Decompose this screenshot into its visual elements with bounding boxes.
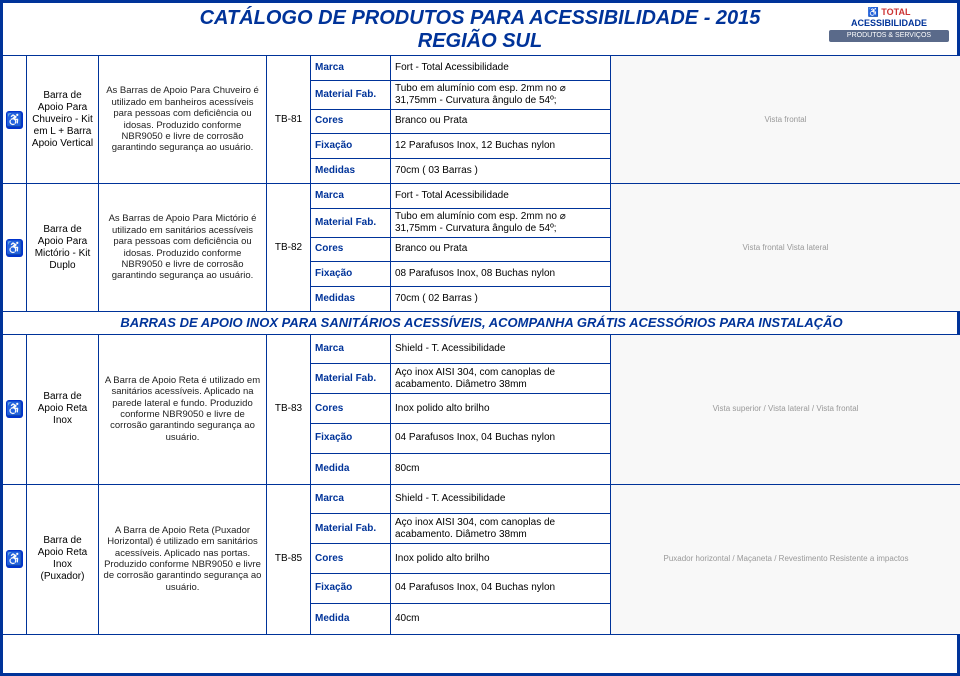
spec-fixacao-label: Fixação	[311, 134, 391, 159]
wheelchair-icon-cell: ♿	[3, 184, 27, 312]
technical-drawing: Vista superior / Vista lateral / Vista f…	[611, 335, 960, 485]
wheelchair-icon: ♿	[6, 239, 23, 257]
spec-marca-label: Marca	[311, 485, 391, 515]
product-table: ♿Barra de Apoio Para Chuveiro - Kit em L…	[3, 55, 957, 635]
spec-marca-value: Fort - Total Acessibilidade	[391, 184, 611, 209]
product-code: TB-83	[267, 335, 311, 485]
brand-logo: ♿ TOTAL ACESSIBILIDADE PRODUTOS & SERVIÇ…	[829, 7, 949, 42]
spec-material-label: Material Fab.	[311, 364, 391, 394]
spec-marca-value: Fort - Total Acessibilidade	[391, 56, 611, 81]
wheelchair-icon-cell: ♿	[3, 335, 27, 485]
product-code: TB-81	[267, 56, 311, 184]
specs-block: MarcaShield - T. AcessibilidadeMaterial …	[311, 335, 611, 485]
wheelchair-icon: ♿	[6, 111, 23, 129]
spec-cores-value: Inox polido alto brilho	[391, 394, 611, 424]
wheelchair-icon-cell: ♿	[3, 56, 27, 184]
technical-drawing: Vista frontal	[611, 56, 960, 184]
spec-cores-value: Branco ou Prata	[391, 238, 611, 263]
spec-material-value: Aço inox AISI 304, com canoplas de acaba…	[391, 364, 611, 394]
spec-fixacao-value: 04 Parafusos Inox, 04 Buchas nylon	[391, 424, 611, 454]
product-description: As Barras de Apoio Para Mictório é utili…	[99, 184, 267, 312]
drawing-caption: Vista frontal	[764, 115, 806, 125]
header-title-line1: CATÁLOGO DE PRODUTOS PARA ACESSIBILIDADE…	[3, 7, 957, 30]
spec-fixacao-label: Fixação	[311, 424, 391, 454]
product-code: TB-82	[267, 184, 311, 312]
spec-fixacao-label: Fixação	[311, 574, 391, 604]
product-name: Barra de Apoio Para Mictório - Kit Duplo	[27, 184, 99, 312]
spec-fixacao-value: 12 Parafusos Inox, 12 Buchas nylon	[391, 134, 611, 159]
spec-material-label: Material Fab.	[311, 81, 391, 110]
spec-material-value: Aço inox AISI 304, com canoplas de acaba…	[391, 514, 611, 544]
spec-medidas-label: Medida	[311, 454, 391, 484]
spec-medidas-label: Medidas	[311, 159, 391, 184]
section-banner: BARRAS DE APOIO INOX PARA SANITÁRIOS ACE…	[3, 312, 960, 335]
header-title-line2: REGIÃO SUL	[3, 30, 957, 53]
wheelchair-icon: ♿	[6, 550, 23, 568]
spec-material-label: Material Fab.	[311, 209, 391, 238]
spec-material-label: Material Fab.	[311, 514, 391, 544]
spec-medidas-value: 80cm	[391, 454, 611, 484]
logo-badge: PRODUTOS & SERVIÇOS	[829, 30, 949, 42]
logo-text1: TOTAL	[881, 7, 910, 17]
wheelchair-icon-cell: ♿	[3, 485, 27, 635]
drawing-caption: Vista frontal Vista lateral	[743, 243, 829, 253]
product-description: A Barra de Apoio Reta (Puxador Horizonta…	[99, 485, 267, 635]
spec-marca-value: Shield - T. Acessibilidade	[391, 485, 611, 515]
spec-cores-value: Inox polido alto brilho	[391, 544, 611, 574]
logo-text2: ACESSIBILIDADE	[851, 18, 927, 28]
catalog-frame: CATÁLOGO DE PRODUTOS PARA ACESSIBILIDADE…	[0, 0, 960, 676]
product-description: As Barras de Apoio Para Chuveiro é utili…	[99, 56, 267, 184]
spec-medidas-label: Medida	[311, 604, 391, 634]
spec-medidas-value: 70cm ( 02 Barras )	[391, 287, 611, 312]
spec-medidas-value: 70cm ( 03 Barras )	[391, 159, 611, 184]
specs-block: MarcaFort - Total AcessibilidadeMaterial…	[311, 184, 611, 312]
spec-material-value: Tubo em alumínio com esp. 2mm no ⌀ 31,75…	[391, 209, 611, 238]
spec-marca-label: Marca	[311, 335, 391, 365]
product-name: Barra de Apoio Para Chuveiro - Kit em L …	[27, 56, 99, 184]
header: CATÁLOGO DE PRODUTOS PARA ACESSIBILIDADE…	[3, 3, 957, 55]
wheelchair-icon: ♿	[6, 400, 23, 418]
drawing-caption: Vista superior / Vista lateral / Vista f…	[713, 404, 859, 414]
technical-drawing: Vista frontal Vista lateral	[611, 184, 960, 312]
product-name: Barra de Apoio Reta Inox (Puxador)	[27, 485, 99, 635]
spec-fixacao-label: Fixação	[311, 262, 391, 287]
spec-cores-label: Cores	[311, 110, 391, 135]
spec-fixacao-value: 04 Parafusos Inox, 04 Buchas nylon	[391, 574, 611, 604]
spec-cores-value: Branco ou Prata	[391, 110, 611, 135]
specs-block: MarcaShield - T. AcessibilidadeMaterial …	[311, 485, 611, 635]
spec-material-value: Tubo em alumínio com esp. 2mm no ⌀ 31,75…	[391, 81, 611, 110]
specs-block: MarcaFort - Total AcessibilidadeMaterial…	[311, 56, 611, 184]
spec-marca-label: Marca	[311, 184, 391, 209]
spec-cores-label: Cores	[311, 394, 391, 424]
spec-marca-label: Marca	[311, 56, 391, 81]
product-description: A Barra de Apoio Reta é utilizado em san…	[99, 335, 267, 485]
spec-cores-label: Cores	[311, 238, 391, 263]
drawing-caption: Puxador horizontal / Maçaneta / Revestim…	[663, 554, 908, 564]
product-code: TB-85	[267, 485, 311, 635]
wheelchair-icon: ♿	[868, 7, 879, 17]
spec-cores-label: Cores	[311, 544, 391, 574]
spec-fixacao-value: 08 Parafusos Inox, 08 Buchas nylon	[391, 262, 611, 287]
spec-medidas-label: Medidas	[311, 287, 391, 312]
technical-drawing: Puxador horizontal / Maçaneta / Revestim…	[611, 485, 960, 635]
product-name: Barra de Apoio Reta Inox	[27, 335, 99, 485]
spec-marca-value: Shield - T. Acessibilidade	[391, 335, 611, 365]
spec-medidas-value: 40cm	[391, 604, 611, 634]
